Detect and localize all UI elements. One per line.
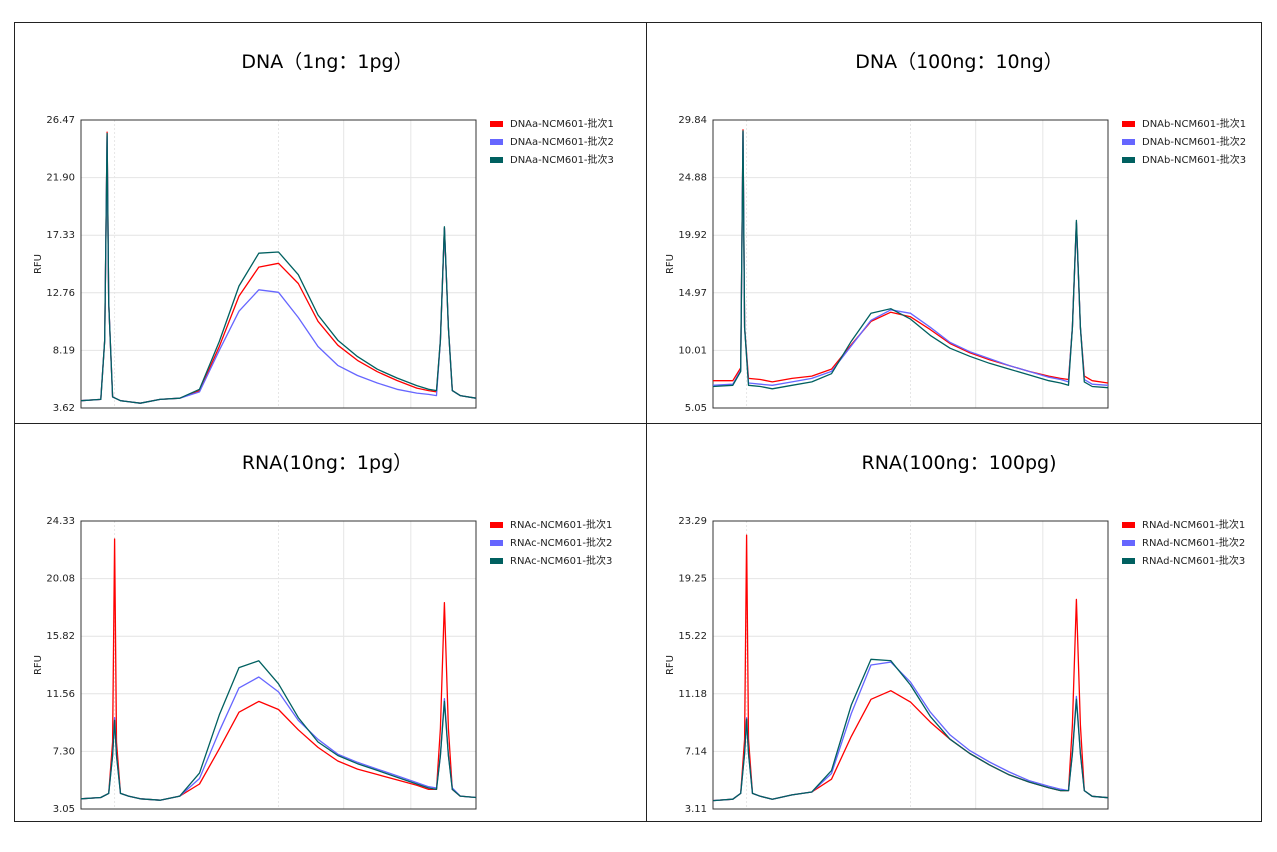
panel-title: DNA（1ng：1pg） — [241, 51, 413, 73]
y-tick-label: 15.82 — [46, 631, 75, 642]
legend-label: RNAc-NCM601-批次2 — [510, 536, 612, 549]
panel-title: DNA（100ng：10ng） — [855, 51, 1063, 73]
series-line — [80, 538, 477, 801]
series-line — [712, 661, 1109, 802]
panel-rna-100ng: RNA(100ng：100pg) 3.11 7.14 11.18 15.22 19.25… — [647, 424, 1271, 823]
legend-label: DNAb-NCM601-批次3 — [1142, 153, 1246, 166]
y-axis-label: RFU — [33, 655, 44, 675]
chart-dna-1ng: 3.62 8.19 12.76 17.33 21.90 26.47 RFU DNAa-NCM6… — [33, 115, 614, 414]
grid-divider-horizontal — [15, 423, 1261, 424]
y-tick-label: 24.33 — [46, 516, 75, 527]
y-tick-label: 7.14 — [685, 746, 707, 757]
chart-dna-100ng: 5.05 10.01 14.97 19.92 24.88 29.84 RFU DNAb-NCM… — [665, 115, 1246, 414]
grid-divider-vertical — [646, 23, 647, 821]
legend-label: DNAb-NCM601-批次2 — [1142, 135, 1246, 148]
y-tick-label: 19.92 — [678, 230, 707, 241]
chart-rna-10ng: 3.05 7.30 11.56 15.82 20.08 24.33 RFU RNAc-NCM6… — [33, 516, 612, 815]
legend-label: RNAd-NCM601-批次1 — [1142, 518, 1245, 531]
legend-swatch — [1122, 139, 1135, 145]
legend-swatch — [490, 121, 503, 127]
y-axis-label: RFU — [33, 254, 44, 274]
panel-title: RNA(10ng：1pg） — [241, 452, 413, 474]
y-tick-label: 7.30 — [53, 746, 75, 757]
legend-swatch — [490, 558, 503, 564]
legend-label: RNAd-NCM601-批次3 — [1142, 554, 1245, 567]
plot-frame — [712, 520, 1109, 810]
series-line — [712, 658, 1109, 802]
series-line — [712, 131, 1109, 386]
series-line — [80, 132, 477, 404]
y-tick-label: 26.47 — [46, 115, 75, 126]
y-tick-label: 15.22 — [678, 631, 707, 642]
plot-frame — [80, 119, 477, 409]
panel-title: RNA(100ng：100pg) — [861, 452, 1057, 474]
legend-swatch — [490, 522, 503, 528]
panel-dna-1ng: DNA（1ng：1pg） 3.62 8.19 12.76 17.33 21.90 26.4… — [15, 23, 639, 422]
y-tick-label: 24.88 — [678, 173, 707, 184]
legend-label: RNAc-NCM601-批次1 — [510, 518, 612, 531]
legend-label: DNAa-NCM601-批次3 — [510, 153, 614, 166]
panel-rna-10ng: RNA(10ng：1pg） 3.05 7.30 11.56 15.82 20.08 24.… — [15, 424, 639, 823]
chart-rna-100ng: 3.11 7.14 11.18 15.22 19.25 23.29 RFU RNAd-NCM6… — [665, 516, 1245, 815]
series-line — [80, 660, 477, 801]
y-tick-label: 11.56 — [46, 689, 75, 700]
y-tick-label: 17.33 — [46, 230, 75, 241]
legend-swatch — [1122, 121, 1135, 127]
panel-dna-100ng: DNA（100ng：10ng） 5.05 10.01 14.97 19.92 24.88… — [647, 23, 1271, 422]
legend-label: DNAa-NCM601-批次1 — [510, 117, 614, 130]
y-tick-label: 23.29 — [678, 516, 707, 527]
legend-label: RNAc-NCM601-批次3 — [510, 554, 612, 567]
figure-grid: DNA（1ng：1pg） 3.62 8.19 12.76 17.33 21.90 26.4… — [14, 22, 1262, 822]
plot-frame — [80, 520, 477, 810]
legend-label: DNAb-NCM601-批次1 — [1142, 117, 1246, 130]
y-tick-label: 5.05 — [685, 403, 707, 414]
y-tick-label: 21.90 — [46, 173, 75, 184]
plot-frame — [712, 119, 1109, 409]
legend-swatch — [1122, 522, 1135, 528]
y-tick-label: 3.11 — [685, 804, 707, 815]
y-tick-label: 3.05 — [53, 804, 75, 815]
y-tick-label: 20.08 — [46, 574, 75, 585]
y-axis-label: RFU — [665, 655, 676, 675]
legend-swatch — [490, 139, 503, 145]
y-tick-label: 12.76 — [46, 288, 75, 299]
y-axis-label: RFU — [665, 254, 676, 274]
series-line — [712, 534, 1109, 802]
legend-swatch — [490, 157, 503, 163]
y-tick-label: 29.84 — [678, 115, 707, 126]
y-tick-label: 8.19 — [53, 345, 75, 356]
legend-label: RNAd-NCM601-批次2 — [1142, 536, 1245, 549]
legend-swatch — [1122, 540, 1135, 546]
legend-swatch — [490, 540, 503, 546]
legend-label: DNAa-NCM601-批次2 — [510, 135, 614, 148]
y-tick-label: 3.62 — [53, 403, 75, 414]
y-tick-label: 11.18 — [678, 689, 707, 700]
y-tick-label: 19.25 — [678, 574, 707, 585]
series-line — [712, 130, 1109, 390]
y-tick-label: 14.97 — [678, 288, 707, 299]
legend-swatch — [1122, 157, 1135, 163]
y-tick-label: 10.01 — [678, 345, 707, 356]
legend-swatch — [1122, 558, 1135, 564]
